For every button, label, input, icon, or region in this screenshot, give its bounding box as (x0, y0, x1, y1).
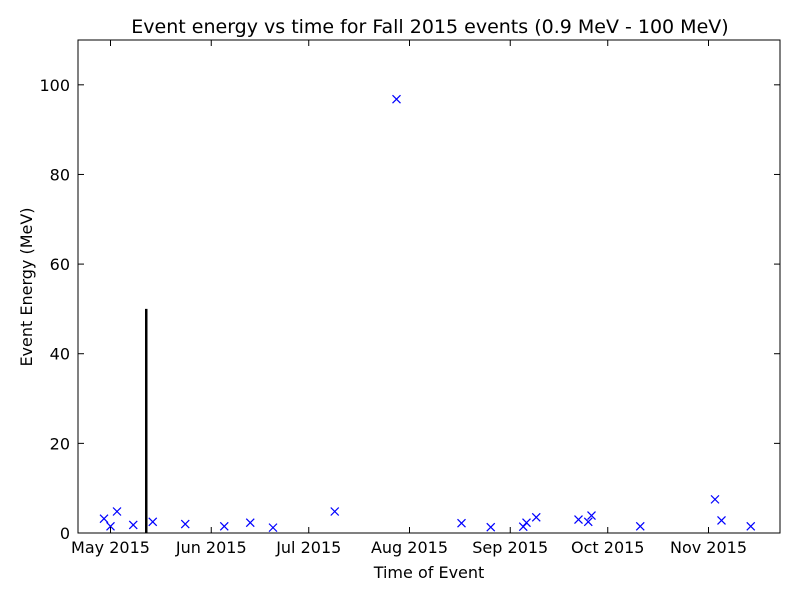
x-tick-label: Aug 2015 (371, 538, 448, 557)
x-tick-label: Oct 2015 (571, 538, 644, 557)
data-point (392, 94, 401, 104)
data-point (710, 494, 720, 504)
data-point (128, 520, 138, 530)
data-point (106, 521, 115, 531)
data-point (219, 521, 229, 531)
x-tick-label: May 2015 (71, 538, 150, 557)
x-tick-label: Nov 2015 (670, 538, 747, 557)
data-point (587, 511, 596, 520)
y-axis-title: Event Energy (MeV) (17, 207, 36, 366)
data-point (717, 516, 726, 525)
plot-frame (77, 39, 781, 534)
chart-title: Event energy vs time for Fall 2015 event… (131, 16, 728, 38)
data-point (180, 519, 190, 529)
data-point (268, 523, 278, 533)
x-tick-label: Jun 2015 (175, 538, 247, 557)
data-point (583, 517, 593, 527)
x-tick-label: Sep 2015 (472, 538, 548, 557)
plot-area (99, 94, 756, 533)
data-point (148, 517, 158, 527)
data-point (531, 512, 541, 522)
y-tick-label: 40 (50, 345, 70, 364)
data-point (330, 507, 340, 516)
data-point (522, 518, 531, 528)
data-point (746, 521, 756, 531)
data-point (457, 518, 466, 528)
y-tick-label: 20 (50, 434, 70, 453)
data-point (112, 507, 122, 516)
y-tick-label: 0 (60, 524, 70, 543)
y-tick-label: 100 (39, 76, 70, 95)
x-axis-title: Time of Event (373, 563, 485, 582)
data-point (635, 521, 645, 531)
data-point (99, 514, 109, 524)
x-tick-label: Jul 2015 (275, 538, 341, 557)
y-axis: 0 20 40 60 80 100 (39, 76, 780, 543)
data-point (574, 515, 583, 524)
data-point (486, 522, 496, 532)
y-tick-label: 60 (50, 255, 70, 274)
x-axis: May 2015 Jun 2015 Jul 2015 Aug 2015 Sep 2015… (71, 40, 747, 557)
y-tick-label: 80 (50, 165, 70, 184)
data-point (245, 518, 255, 528)
